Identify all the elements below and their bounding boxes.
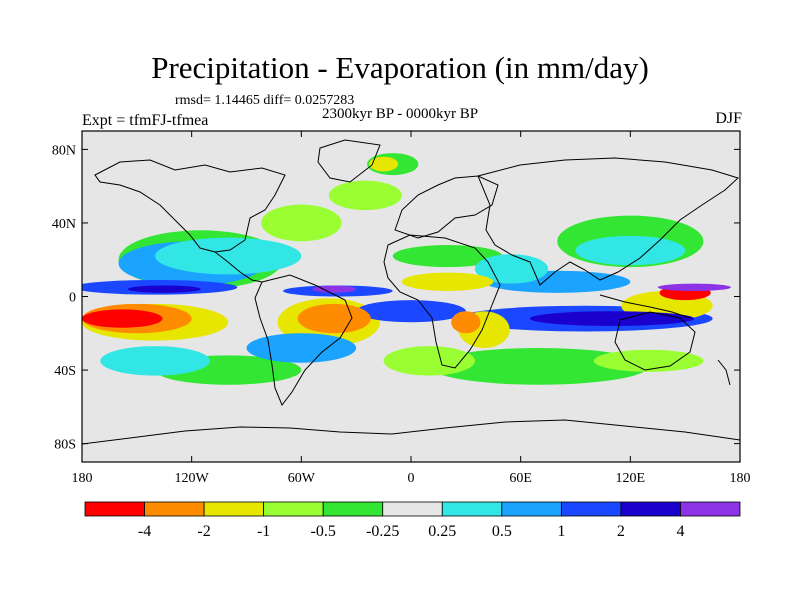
- y-tick-label: 80S: [54, 438, 76, 453]
- x-tick-label: 120E: [616, 471, 646, 486]
- x-tick-label: 120W: [175, 471, 210, 486]
- coastline-asia: [477, 157, 739, 286]
- colorbar-swatch: [441, 501, 503, 517]
- coastline-new-zealand: [717, 359, 731, 386]
- field-dry: [401, 272, 494, 291]
- y-tick-label: 0: [69, 291, 76, 306]
- field-wet: [100, 346, 210, 376]
- y-tick-label: 80N: [52, 143, 76, 158]
- colorbar-swatch: [203, 501, 265, 517]
- colorbar-swatch: [680, 501, 741, 517]
- x-tick-label: 180: [730, 471, 751, 486]
- field-moist: [328, 180, 402, 211]
- period-label: 2300kyr BP - 0000kyr BP: [322, 106, 479, 122]
- field-wet: [155, 237, 302, 275]
- coastline-europe: [394, 175, 499, 239]
- season-label: DJF: [715, 110, 742, 127]
- field-wet: [312, 285, 357, 293]
- field-moist: [392, 245, 503, 268]
- field-moist: [429, 347, 649, 385]
- coastline-antarctica: [82, 419, 740, 445]
- field-wet: [246, 333, 357, 363]
- field-wet: [657, 283, 731, 291]
- y-tick-label: 40S: [54, 364, 76, 379]
- field-wet: [356, 300, 466, 323]
- colorbar-label: 1: [557, 523, 565, 540]
- colorbar-swatch: [322, 501, 384, 517]
- chart-title: Precipitation - Evaporation (in mm/day): [151, 50, 649, 85]
- colorbar-swatch: [263, 501, 324, 517]
- colorbar-label: -1: [257, 523, 270, 540]
- colorbar-swatch: [501, 501, 562, 517]
- field-layer: [82, 153, 731, 385]
- field-moist: [593, 349, 704, 372]
- coastline-south-america: [254, 274, 353, 406]
- stats-line: rmsd= 1.14465 diff= 0.0257283: [175, 93, 355, 108]
- colorbar-swatch: [382, 501, 443, 517]
- colorbar-label: 0.5: [492, 523, 512, 540]
- coastline-africa: [383, 234, 501, 369]
- x-tick-label: 0: [408, 471, 415, 486]
- x-tick-label: 60E: [509, 471, 532, 486]
- field-dry: [297, 303, 371, 334]
- coastline-indonesia: [599, 294, 691, 319]
- colorbar-label: 0.25: [428, 523, 456, 540]
- field-dry: [82, 309, 163, 328]
- coastline-north-america: [94, 159, 286, 253]
- coastline-australia: [614, 311, 696, 371]
- x-tick-label: 60W: [288, 471, 316, 486]
- field-wet: [575, 235, 686, 266]
- coastline-greenland: [317, 139, 381, 183]
- field-moist: [383, 346, 475, 376]
- colorbar-swatch: [84, 501, 145, 517]
- colorbar-swatch: [144, 501, 205, 517]
- field-moist: [261, 204, 342, 242]
- y-axis: 80N 40N 0 40S 80S: [52, 143, 740, 453]
- colorbar-label: -0.5: [311, 523, 336, 540]
- field-wet: [529, 311, 695, 326]
- colorbar-swatch: [620, 501, 681, 517]
- colorbar-label: 4: [676, 523, 684, 540]
- colorbar-label: -4: [138, 523, 151, 540]
- coastline-layer: [82, 139, 740, 445]
- coastline-central-america: [214, 251, 263, 283]
- colorbar-label: -2: [197, 523, 210, 540]
- field-moist: [368, 156, 399, 172]
- colorbar: -4 -2 -1 -0.5 -0.25 0.25 0.5 1 2 4: [84, 501, 741, 540]
- y-tick-label: 40N: [52, 217, 76, 232]
- x-axis: 180 120W 60W 0 60E 120E 180: [72, 131, 751, 486]
- experiment-label: Expt = tfmFJ-tfmea: [82, 112, 209, 129]
- colorbar-label: 2: [617, 523, 625, 540]
- colorbar-label: -0.25: [366, 523, 399, 540]
- colorbar-swatch: [560, 501, 622, 517]
- x-tick-label: 180: [72, 471, 93, 486]
- field-dry: [451, 311, 481, 334]
- field-wet: [127, 285, 201, 293]
